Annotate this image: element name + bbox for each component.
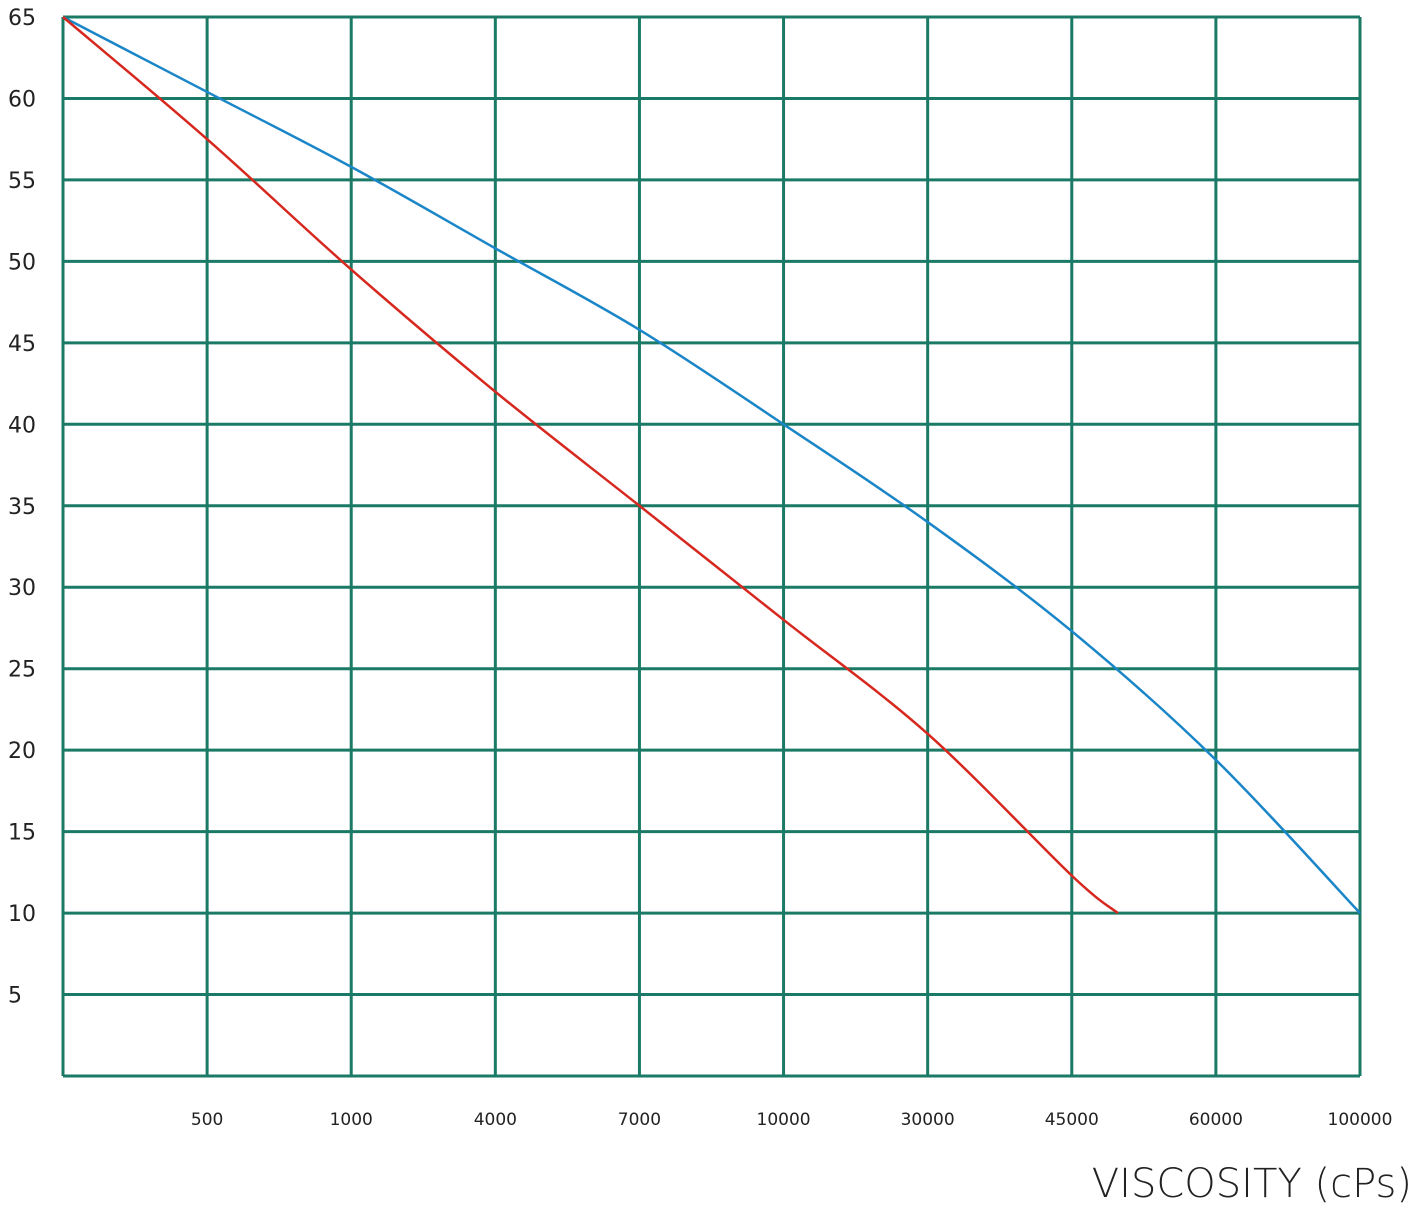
grid [61, 15, 1362, 1078]
y-tick-label: 65 [8, 6, 36, 31]
y-tick-label: 60 [8, 87, 36, 112]
y-tick-label: 5 [8, 984, 22, 1009]
series-lines [62, 15, 1361, 915]
y-tick-label: 25 [8, 658, 36, 683]
series-line-2 [62, 16, 1119, 915]
x-tick-label: 100000 [1328, 1110, 1393, 1130]
x-tick-label: 1000 [330, 1110, 373, 1130]
x-tick-label: 10000 [757, 1110, 811, 1130]
x-tick-labels: 500 1000 4000 7000 10000 30000 45000 60000 10000… [191, 1110, 1393, 1130]
series-line-1 [62, 15, 1361, 914]
x-tick-label: 4000 [474, 1110, 517, 1130]
x-tick-label: 60000 [1189, 1110, 1243, 1130]
y-tick-label: 10 [8, 902, 36, 927]
x-tick-label: 500 [191, 1110, 223, 1130]
y-tick-label: 15 [8, 821, 36, 846]
x-tick-label: 30000 [901, 1110, 955, 1130]
x-axis-label: VISCOSITY (cPs) [1092, 1161, 1412, 1205]
x-tick-label: 7000 [618, 1110, 661, 1130]
y-tick-label: 40 [8, 413, 36, 438]
y-tick-label: 50 [8, 250, 36, 275]
y-tick-label: 45 [8, 332, 36, 357]
y-tick-label: 35 [8, 495, 36, 520]
y-tick-labels: 5 10 15 20 25 30 35 40 45 50 55 60 65 [8, 6, 36, 1009]
y-tick-label: 30 [8, 576, 36, 601]
y-tick-label: 20 [8, 739, 36, 764]
y-tick-label: 55 [8, 169, 36, 194]
x-tick-label: 45000 [1045, 1110, 1099, 1130]
